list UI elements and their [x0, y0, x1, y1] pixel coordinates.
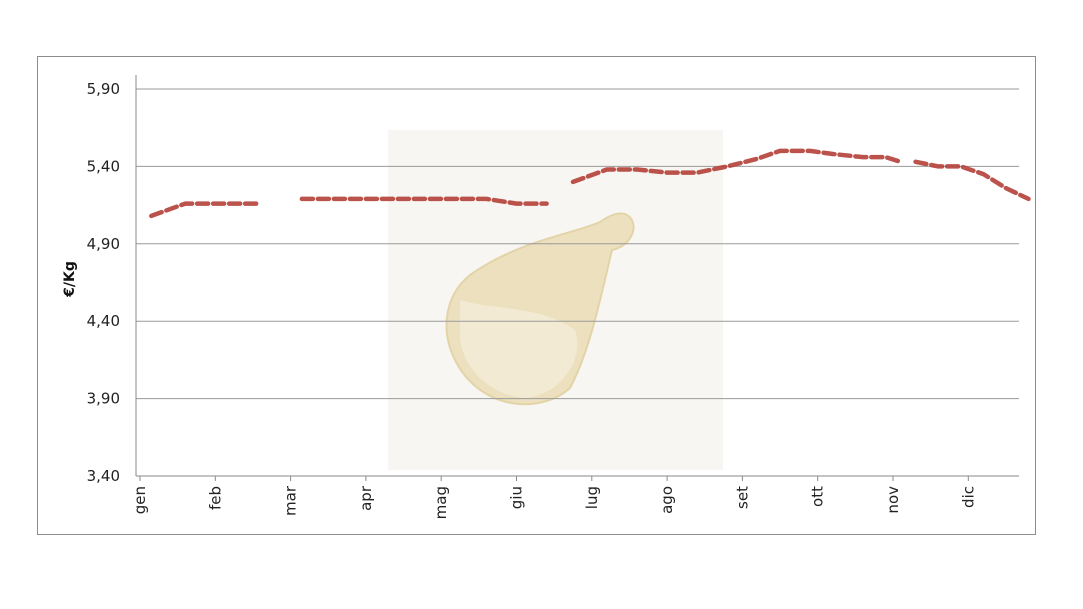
x-tick-label: giu [508, 486, 526, 509]
y-tick-labels: 3,40 3,90 4,40 4,90 5,40 5,90 [87, 80, 120, 485]
series-line-segment [299, 196, 549, 206]
x-tick-label: mar [282, 485, 300, 516]
x-tick-label: dic [959, 486, 977, 508]
y-tick-label: 3,90 [87, 390, 120, 408]
series-line-segment [149, 201, 263, 219]
y-tick-label: 3,40 [87, 467, 120, 485]
y-tick-label: 4,90 [87, 235, 120, 253]
y-tick-label: 5,40 [87, 157, 120, 175]
x-tick-label: mag [432, 486, 450, 519]
ham-cut-face [460, 300, 578, 398]
x-tick-label: set [733, 486, 751, 509]
x-tick-label: lug [583, 486, 601, 509]
y-tick-label: 4,40 [87, 312, 120, 330]
x-tick-label: feb [206, 486, 224, 510]
y-axis-title: €/Kg [62, 261, 78, 298]
x-tick-label: gen [131, 486, 149, 514]
x-tick-label: ott [809, 486, 827, 507]
y-tick-label: 5,90 [87, 80, 120, 98]
prosciutto-ham-watermark [388, 130, 723, 470]
x-tick-label: apr [357, 485, 375, 511]
x-tick-label: nov [884, 486, 902, 514]
axes [135, 75, 1019, 481]
series-line-segment [913, 159, 1031, 202]
series-lines [149, 148, 1031, 219]
x-tick-labels: gen feb mar apr mag giu lug ago set ott nov dic [131, 485, 977, 519]
series-line-segment [570, 148, 903, 185]
x-tick-label: ago [658, 486, 676, 514]
grid-lines [136, 88, 1019, 400]
